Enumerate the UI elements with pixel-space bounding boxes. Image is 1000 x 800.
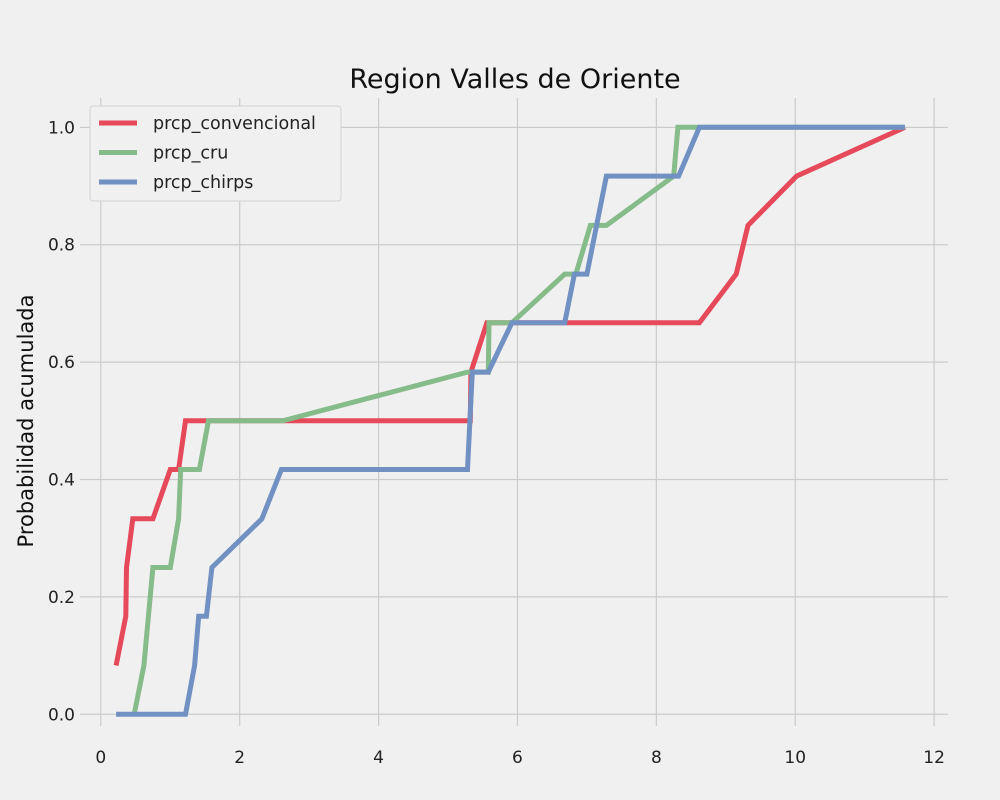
y-tick-label: 0.4 (48, 470, 75, 490)
y-tick-label: 0.0 (48, 705, 75, 725)
x-tick-label: 6 (512, 748, 523, 768)
y-tick-label: 0.8 (48, 236, 75, 256)
x-tick-label: 12 (923, 748, 945, 768)
series-line-prcp-convencional (113, 125, 906, 666)
y-tick-label: 1.0 (48, 118, 75, 138)
legend-box (89, 105, 342, 202)
y-axis-title: Probabilidad acumulada (14, 295, 38, 548)
legend: prcp_convencional prcp_cru prcp_chirps (89, 105, 342, 202)
x-tick-label: 2 (234, 748, 245, 768)
series-line-prcp-cru (131, 124, 905, 715)
y-tick-label: 0.2 (48, 588, 75, 608)
legend-label: prcp_cru (153, 144, 228, 164)
chart-title: Region Valles de Oriente (349, 64, 680, 95)
x-tick-label: 4 (373, 748, 384, 768)
legend-label: prcp_convencional (153, 114, 316, 134)
x-tick-label: 8 (651, 748, 662, 768)
series-line-prcp-chirps (116, 124, 905, 717)
x-tick-label: 0 (95, 748, 106, 768)
series-lines (113, 124, 906, 717)
x-tick-label: 10 (784, 748, 806, 768)
y-tick-label: 0.6 (48, 353, 75, 373)
legend-label: prcp_chirps (153, 173, 253, 193)
tick-labels: 0 2 4 6 8 10 12 0.0 0.2 0.4 0.6 0.8 1.0 (48, 118, 945, 768)
